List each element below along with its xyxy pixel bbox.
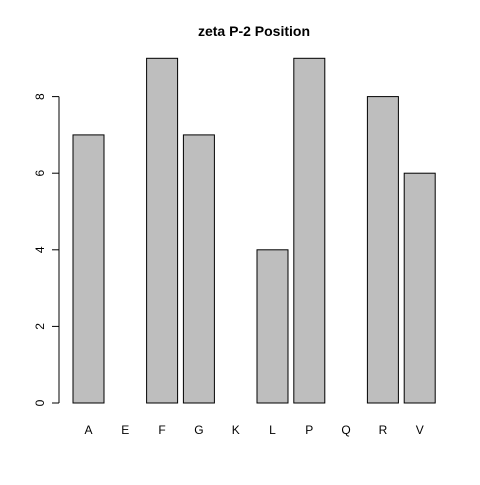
- bar-F: [146, 57, 179, 404]
- bar-series: [72, 57, 436, 404]
- bar-G: [182, 134, 215, 404]
- x-tick-label-F: F: [158, 423, 165, 437]
- x-tick-label-L: L: [269, 423, 276, 437]
- x-tick-label-K: K: [232, 423, 240, 437]
- x-tick-label-V: V: [416, 423, 424, 437]
- x-tick-label-A: A: [84, 423, 92, 437]
- y-tick-label: 6: [33, 170, 47, 177]
- x-tick-label-P: P: [305, 423, 313, 437]
- y-tick-label: 4: [33, 246, 47, 253]
- y-tick-label: 8: [33, 93, 47, 100]
- x-tick-label-G: G: [194, 423, 203, 437]
- bar-P: [293, 57, 326, 404]
- bar-L: [256, 249, 289, 404]
- y-tick-label: 2: [33, 323, 47, 330]
- x-tick-label-E: E: [121, 423, 129, 437]
- chart-title: zeta P-2 Position: [198, 23, 310, 39]
- bar-A: [72, 134, 105, 404]
- bar-V: [403, 172, 436, 404]
- y-axis: 0 2 4 6 8: [33, 93, 60, 406]
- x-tick-label-R: R: [379, 423, 388, 437]
- bar-R: [366, 96, 399, 404]
- x-tick-label-Q: Q: [341, 423, 350, 437]
- y-tick-label: 0: [33, 399, 47, 406]
